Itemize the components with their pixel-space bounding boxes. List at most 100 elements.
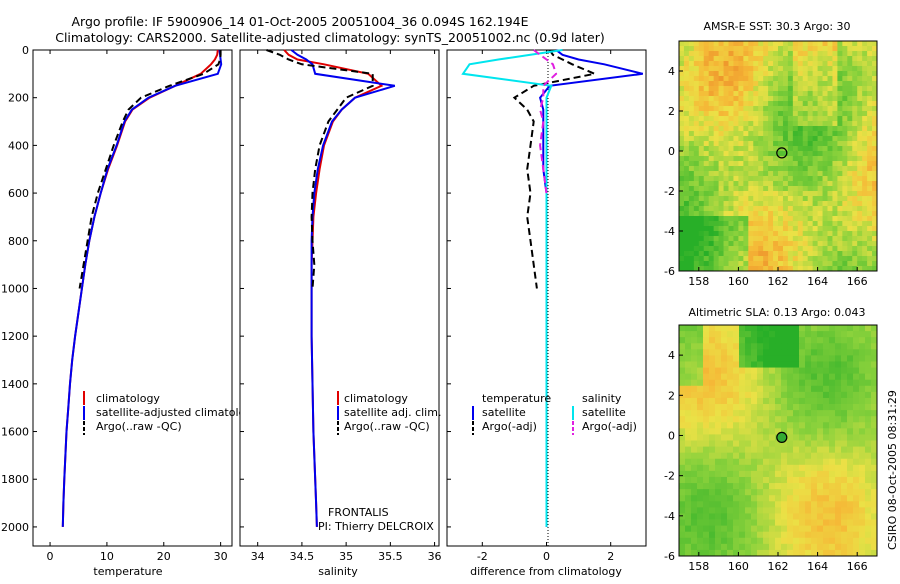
heatmap-cell [753,171,759,177]
heatmap-cell [738,266,744,272]
heatmap-cell [727,361,734,368]
heatmap-cell [787,231,794,237]
heatmap-cell [799,470,806,478]
heatmap-cell [807,41,814,47]
heatmap-cell [872,191,878,197]
salinity-series [266,49,396,527]
heatmap-cell [799,464,806,472]
heatmap-cell [718,201,724,207]
heatmap-cell [769,428,776,435]
heatmap-cell [832,216,838,222]
heatmap-cell [697,367,704,375]
heatmap-cell [793,446,800,454]
heatmap-cell [797,241,804,247]
heatmap-cell [773,231,779,237]
heatmap-cell [679,251,685,257]
heatmap-cell [763,337,770,344]
heatmap-cell [802,91,809,97]
heatmap-cell [721,331,728,338]
heatmap-cell [733,251,739,257]
heatmap-cell [837,91,843,97]
heatmap-cell [872,196,878,202]
heatmap-cell [797,131,804,137]
heatmap-cell [852,66,858,72]
heatmap-cell [733,76,739,82]
heatmap-cell [837,51,843,57]
heatmap-cell [693,181,700,187]
heatmap-cell [853,391,860,399]
heatmap-cell [715,379,722,387]
heatmap-cell [753,86,759,92]
heatmap-cell [757,464,764,472]
heatmap-cell [782,116,789,122]
heatmap-cell [862,181,868,187]
heatmap-cell [683,176,690,182]
heatmap-cell [775,391,782,399]
heatmap-cell [775,416,782,423]
heatmap-cell [691,337,698,344]
heatmap-cell [782,261,789,267]
heatmap-cell [768,81,774,87]
heatmap-cell [698,211,705,217]
heatmap-cell [748,226,754,232]
heatmap-cell [773,206,779,212]
heatmap-cell [817,331,824,338]
heatmap-cell [807,106,814,112]
heatmap-cell [817,196,823,202]
heatmap-cell [703,464,710,472]
heatmap-cell [745,361,752,368]
heatmap-cell [847,146,853,152]
heatmap-cell [693,171,700,177]
heatmap-cell [787,373,794,381]
heatmap-cell [857,86,863,92]
heatmap-cell [769,404,776,411]
heatmap-cell [837,151,843,157]
heatmap-cell [865,404,872,411]
heatmap-cell [751,470,758,478]
heatmap-cell [829,434,836,441]
heatmap-cell [763,440,770,447]
heatmap-cell [733,385,740,393]
heatmap-cell [758,201,764,207]
heatmap-cell [867,76,873,82]
heatmap-cell [751,416,758,423]
heatmap-cell [763,446,770,454]
heatmap-cell [709,519,716,527]
heatmap-cell [807,206,814,212]
heatmap-cell [805,373,812,381]
heatmap-cell [698,66,705,72]
heatmap-cell [763,355,770,362]
heatmap-cell [709,397,716,405]
heatmap-cell [817,156,823,162]
heatmap-cell [847,266,853,272]
heatmap-cell [683,86,690,92]
heatmap-cell [823,476,830,484]
heatmap-cell [709,349,716,356]
heatmap-cell [797,151,804,157]
heatmap-cell [745,483,752,490]
heatmap-cell [679,349,686,356]
heatmap-cell [787,166,794,172]
heatmap-cell [757,501,764,508]
heatmap-cell [782,151,789,157]
heatmap-cell [693,246,700,252]
heatmap-cell [743,86,749,92]
heatmap-cell [852,146,858,152]
heatmap-cell [683,41,690,47]
heatmap-cell [781,325,788,332]
heatmap-cell [837,61,843,67]
heatmap-cell [842,76,848,82]
heatmap-cell [751,343,758,350]
heatmap-cell [738,141,744,147]
heatmap-cell [708,51,715,57]
heatmap-cell [757,385,764,393]
difference-panel: -2 0 2 difference from climatology tempera… [446,49,647,578]
heatmap-cell [748,221,754,227]
heatmap-cell [769,410,776,417]
heatmap-cell [835,331,842,338]
heatmap-cell [812,81,818,87]
heatmap-cell [727,513,734,520]
heatmap-cell [827,191,833,197]
heatmap-cell [787,337,794,344]
heatmap-cell [805,531,812,539]
